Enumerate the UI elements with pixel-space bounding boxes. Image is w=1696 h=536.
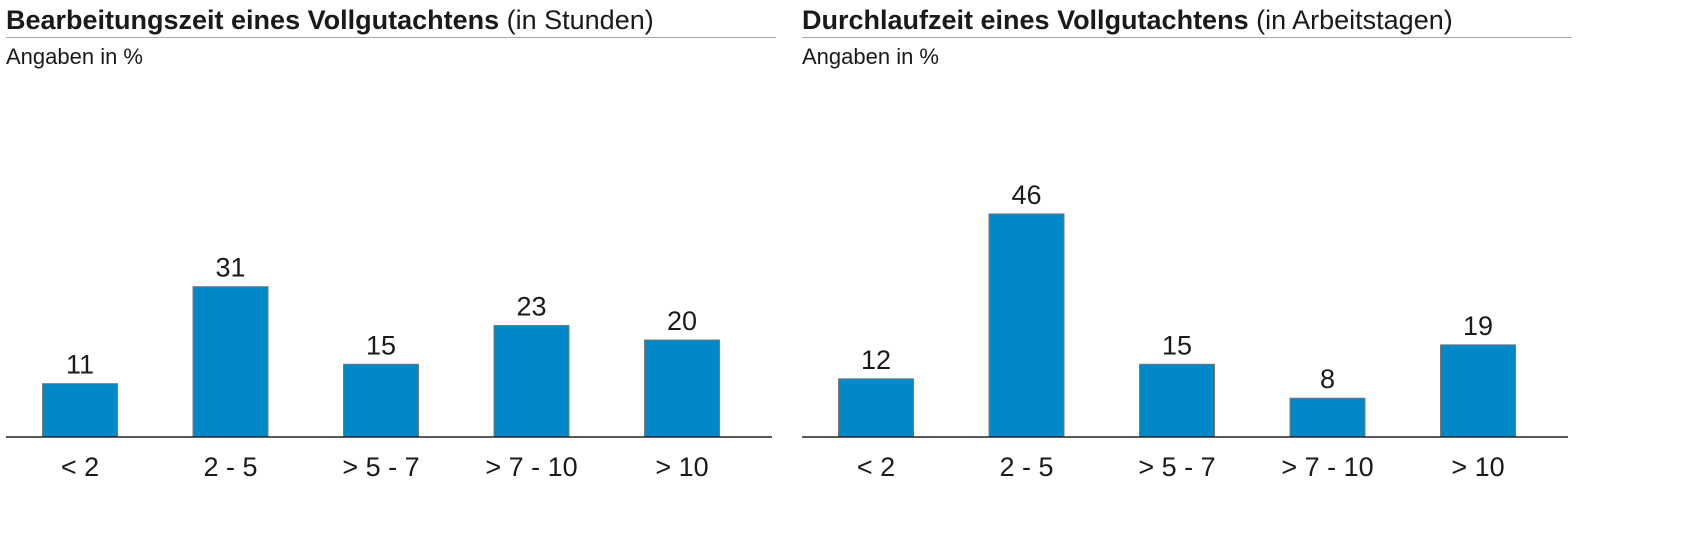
x-tick-label: > 10 <box>1451 452 1504 482</box>
data-label: 8 <box>1320 364 1335 394</box>
bar <box>644 339 720 438</box>
data-label: 15 <box>1162 330 1192 360</box>
x-tick-label: > 5 - 7 <box>1138 452 1215 482</box>
chart-panel-bearbeitungszeit: Bearbeitungszeit eines Vollgutachtens (i… <box>6 0 776 536</box>
data-label: 15 <box>366 330 396 360</box>
bar <box>838 378 914 438</box>
chart-title: Durchlaufzeit eines Vollgutachtens <box>802 5 1249 35</box>
data-label: 12 <box>861 345 891 375</box>
chart-subtitle: Angaben in % <box>802 44 939 69</box>
x-tick-label: > 7 - 10 <box>485 452 577 482</box>
bar <box>1289 397 1366 438</box>
chart-subtitle: Angaben in % <box>6 44 143 69</box>
data-label: 19 <box>1463 311 1493 341</box>
x-tick-label: > 10 <box>655 452 708 482</box>
data-label: 46 <box>1011 180 1041 210</box>
bar <box>1139 363 1215 438</box>
chart-title: Bearbeitungszeit eines Vollgutachtens <box>6 5 500 35</box>
x-tick-label: > 7 - 10 <box>1281 452 1373 482</box>
data-label: 31 <box>215 253 245 283</box>
chart-title-row: Durchlaufzeit eines Vollgutachtens (in A… <box>802 3 1572 38</box>
chart-panel-durchlaufzeit: Durchlaufzeit eines Vollgutachtens (in A… <box>802 0 1572 536</box>
chart-title-suffix: (in Stunden) <box>506 5 654 35</box>
chart-title-suffix: (in Arbeitstagen) <box>1256 5 1453 35</box>
data-label: 20 <box>667 306 697 336</box>
x-tick-label: 2 - 5 <box>203 452 257 482</box>
bar <box>493 324 570 438</box>
bar-chart-durchlaufzeit: 12 < 2 46 2 - 5 15 > 5 - 7 8 > 7 - 10 19 > 10 <box>802 180 1568 482</box>
chart-title-row: Bearbeitungszeit eines Vollgutachtens (i… <box>6 3 776 38</box>
bar <box>343 363 419 438</box>
x-tick-label: < 2 <box>857 452 895 482</box>
bar <box>988 213 1065 438</box>
x-tick-label: < 2 <box>61 452 99 482</box>
bar <box>1440 344 1516 438</box>
bar <box>42 383 118 438</box>
x-tick-label: 2 - 5 <box>999 452 1053 482</box>
x-tick-label: > 5 - 7 <box>342 452 419 482</box>
bar-chart-bearbeitungszeit: 11 < 2 31 2 - 5 15 > 5 - 7 23 > 7 - 10 20 > 10 <box>6 253 772 482</box>
data-label: 23 <box>516 291 546 321</box>
bar <box>192 286 269 438</box>
data-label: 11 <box>66 350 94 380</box>
